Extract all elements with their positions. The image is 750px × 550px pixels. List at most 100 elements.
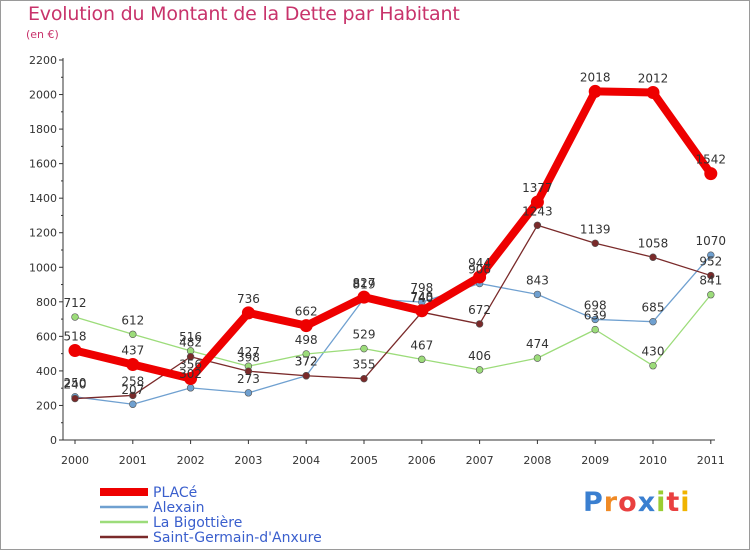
logo-letter: t (666, 487, 681, 518)
y-tick-label: 1400 (29, 192, 57, 205)
data-label: 843 (526, 273, 549, 287)
data-label: 516 (179, 330, 202, 344)
y-tick-label: 1600 (29, 158, 57, 171)
data-label: 529 (353, 328, 376, 342)
data-point (357, 290, 371, 304)
data-point (475, 366, 484, 374)
x-tick-label: 2001 (119, 454, 147, 467)
data-label: 398 (237, 350, 260, 364)
y-tick-label: 200 (36, 399, 57, 412)
data-point (649, 253, 657, 261)
data-label: 672 (468, 303, 491, 317)
data-label: 437 (121, 344, 144, 358)
series-line-1 (74, 254, 712, 405)
data-label: 474 (526, 337, 549, 351)
data-label: 1070 (696, 234, 727, 248)
legend-label: Alexain (153, 500, 204, 516)
data-point (588, 84, 602, 98)
logo-letter: r (603, 487, 619, 518)
proxiti-logo: Proxiti (583, 487, 691, 518)
x-tick-label: 2006 (408, 454, 436, 467)
data-point (302, 350, 310, 358)
x-tick-label: 2011 (697, 454, 725, 467)
data-point (704, 167, 718, 181)
data-point (649, 317, 657, 326)
data-label: 827 (353, 276, 376, 290)
data-point (302, 372, 310, 380)
data-label: 372 (295, 355, 318, 369)
data-label: 698 (584, 298, 607, 312)
series-line-3 (74, 224, 712, 400)
data-label: 427 (237, 345, 260, 359)
x-tick-label: 2009 (581, 454, 609, 467)
data-point (129, 330, 137, 338)
data-label: 240 (64, 378, 87, 392)
data-point (707, 291, 715, 299)
y-tick-label: 1000 (29, 261, 57, 274)
data-label: 467 (410, 338, 433, 352)
logo-letter: o (618, 487, 638, 518)
data-point (707, 271, 715, 280)
data-point (71, 394, 79, 403)
data-label: 518 (64, 330, 87, 344)
data-label: 482 (179, 336, 202, 350)
logo-letter: P (583, 487, 604, 518)
y-tick-label: 1800 (29, 123, 57, 136)
data-label: 1139 (580, 222, 611, 236)
y-tick-label: 2200 (29, 54, 57, 67)
x-tick-label: 2008 (523, 454, 551, 467)
y-tick-label: 400 (36, 365, 57, 378)
data-point (360, 344, 368, 353)
data-label: 2018 (580, 70, 611, 84)
data-point (244, 389, 253, 397)
data-label: 906 (468, 263, 491, 277)
y-tick-label: 2000 (29, 89, 57, 102)
series-line-2 (74, 294, 712, 371)
data-label: 740 (410, 291, 433, 305)
data-point (533, 290, 542, 299)
legend-label: Saint-Germain-d'Anxure (153, 530, 322, 546)
data-label: 685 (642, 301, 665, 315)
data-point (646, 85, 660, 99)
data-point (129, 400, 137, 408)
data-point (299, 319, 313, 333)
data-label: 1243 (522, 204, 553, 218)
data-label: 748 (410, 290, 433, 304)
data-label: 639 (584, 309, 607, 323)
data-point (241, 306, 255, 320)
data-point (71, 313, 79, 321)
y-tick-label: 600 (36, 330, 57, 343)
series-line-0 (71, 87, 715, 383)
data-label: 712 (64, 296, 87, 310)
chart-title: Evolution du Montant de la Dette par Hab… (28, 3, 460, 25)
data-label: 819 (353, 278, 376, 292)
logo-letter: i (656, 487, 667, 518)
data-point (418, 355, 426, 364)
data-label: 662 (295, 305, 318, 319)
legend-label: PLACé (153, 485, 197, 501)
data-label: 736 (237, 292, 260, 306)
data-point (591, 239, 599, 247)
data-point (649, 362, 657, 370)
data-label: 356 (179, 358, 202, 372)
data-label: 952 (699, 255, 722, 269)
x-tick-label: 2002 (177, 454, 205, 467)
data-label: 1377 (522, 181, 553, 195)
data-point (360, 374, 368, 383)
data-point (591, 315, 599, 324)
data-label: 355 (353, 358, 376, 372)
data-label: 798 (410, 281, 433, 295)
data-label: 498 (295, 333, 318, 347)
data-point (533, 221, 542, 230)
data-point (129, 391, 137, 400)
data-point (126, 358, 140, 372)
x-tick-label: 2005 (350, 454, 378, 467)
data-point (186, 384, 195, 392)
data-label: 273 (237, 372, 260, 386)
data-point (68, 344, 82, 358)
data-point (184, 372, 198, 386)
data-label: 302 (179, 367, 202, 381)
data-label: 430 (642, 345, 665, 359)
data-label: 207 (121, 383, 144, 397)
